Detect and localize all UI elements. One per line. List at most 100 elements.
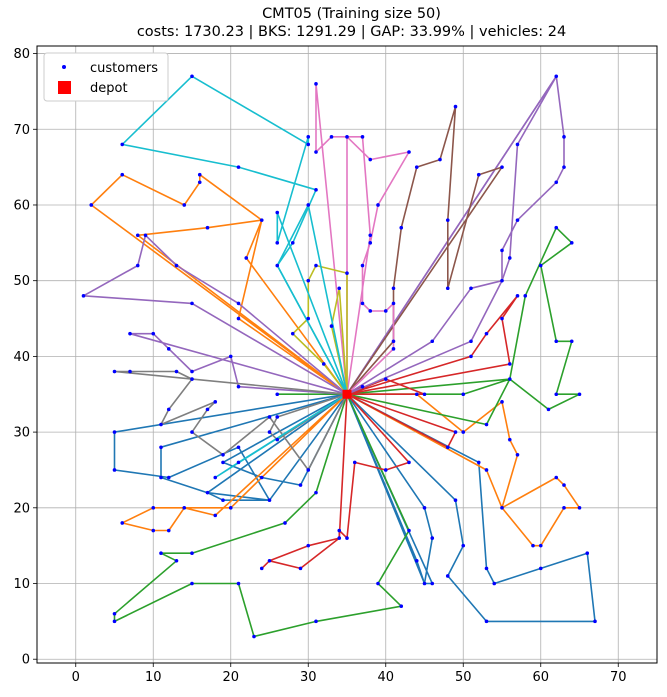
- customer-point: [554, 392, 559, 397]
- customer-point: [306, 543, 311, 548]
- customer-point: [159, 445, 163, 450]
- route-line-24: [113, 370, 348, 471]
- customer-point: [143, 233, 148, 238]
- customer-point: [461, 392, 466, 397]
- customer-point: [484, 422, 489, 427]
- customer-point: [531, 543, 535, 548]
- customer-point: [376, 203, 380, 207]
- customer-point: [120, 142, 125, 147]
- customer-point: [430, 581, 435, 586]
- customer-point: [562, 506, 566, 510]
- customer-point: [445, 218, 450, 222]
- customer-point: [120, 521, 125, 525]
- customer-point: [267, 415, 272, 419]
- customer-point: [159, 422, 163, 427]
- customer-point: [236, 581, 241, 586]
- customer-point: [515, 218, 520, 222]
- customer-point: [174, 263, 179, 268]
- customer-point: [562, 165, 566, 169]
- customer-point: [128, 369, 132, 374]
- customer-point: [484, 619, 489, 624]
- customer-point: [190, 377, 194, 381]
- customer-point: [221, 453, 225, 457]
- customer-point: [306, 135, 311, 139]
- customer-point: [445, 286, 450, 291]
- customer-point: [213, 513, 218, 518]
- customer-point: [546, 407, 551, 412]
- customer-point: [190, 581, 194, 586]
- customer-point: [213, 475, 218, 480]
- customer-point: [151, 506, 156, 510]
- customer-point: [306, 278, 311, 283]
- y-tick-label: 20: [13, 501, 30, 516]
- customer-point: [515, 142, 520, 147]
- customer-point: [360, 135, 365, 139]
- customer-point: [383, 468, 388, 472]
- customer-point: [236, 460, 241, 465]
- customer-point: [554, 475, 559, 480]
- customer-point: [112, 468, 117, 472]
- customer-point: [112, 430, 117, 434]
- route-line-18: [346, 75, 558, 395]
- route-line-5: [346, 393, 426, 585]
- customer-point: [228, 354, 233, 359]
- customer-point: [453, 430, 458, 434]
- customer-point: [500, 400, 504, 404]
- customer-point: [407, 460, 411, 465]
- legend-depot-marker: [58, 81, 71, 94]
- customer-point: [360, 263, 365, 268]
- customer-point: [422, 581, 427, 586]
- route-line-16: [346, 393, 457, 449]
- customer-point: [190, 74, 194, 79]
- route-line-3: [346, 393, 434, 585]
- customer-point: [205, 490, 210, 495]
- customer-point: [492, 581, 497, 586]
- customer-point: [236, 301, 241, 306]
- customer-point: [562, 135, 566, 139]
- customer-point: [267, 498, 272, 503]
- customer-point: [383, 309, 388, 313]
- customer-point: [290, 241, 295, 245]
- customer-point: [383, 377, 388, 381]
- customer-point: [283, 521, 287, 525]
- y-tick-label: 0: [22, 653, 30, 668]
- customer-point: [236, 165, 241, 169]
- route-line-15: [260, 385, 410, 570]
- x-tick-label: 30: [300, 670, 317, 685]
- customer-point: [267, 430, 272, 434]
- customer-point: [507, 377, 512, 381]
- customer-point: [306, 203, 311, 207]
- x-tick-label: 60: [532, 670, 549, 685]
- customer-point: [306, 142, 311, 147]
- customer-point: [345, 135, 349, 139]
- x-tick-label: 40: [377, 670, 394, 685]
- customer-point: [190, 369, 194, 374]
- customer-point: [236, 316, 241, 321]
- route-line-19: [129, 332, 348, 395]
- customer-point: [438, 157, 442, 162]
- customer-point: [500, 248, 504, 253]
- customer-point: [453, 104, 458, 109]
- y-tick-label: 30: [13, 426, 30, 441]
- customer-point: [414, 165, 419, 169]
- y-tick-label: 10: [13, 577, 30, 592]
- customer-point: [197, 172, 202, 177]
- customer-point: [360, 301, 365, 306]
- legend-customers-label: customers: [90, 61, 158, 76]
- customer-point: [236, 445, 241, 450]
- customer-point: [314, 82, 318, 86]
- customer-point: [445, 574, 450, 578]
- customer-point: [244, 256, 249, 260]
- route-line-26: [291, 264, 348, 395]
- customer-point: [469, 339, 473, 344]
- customer-point: [135, 233, 140, 238]
- customer-point: [182, 203, 187, 207]
- customer-point: [228, 506, 233, 510]
- y-tick-label: 70: [13, 123, 30, 138]
- customer-point: [252, 634, 256, 639]
- customer-point: [360, 384, 365, 389]
- customer-point: [314, 490, 318, 495]
- y-tick-label: 80: [13, 47, 30, 62]
- customer-point: [368, 309, 373, 313]
- customer-point: [174, 369, 179, 374]
